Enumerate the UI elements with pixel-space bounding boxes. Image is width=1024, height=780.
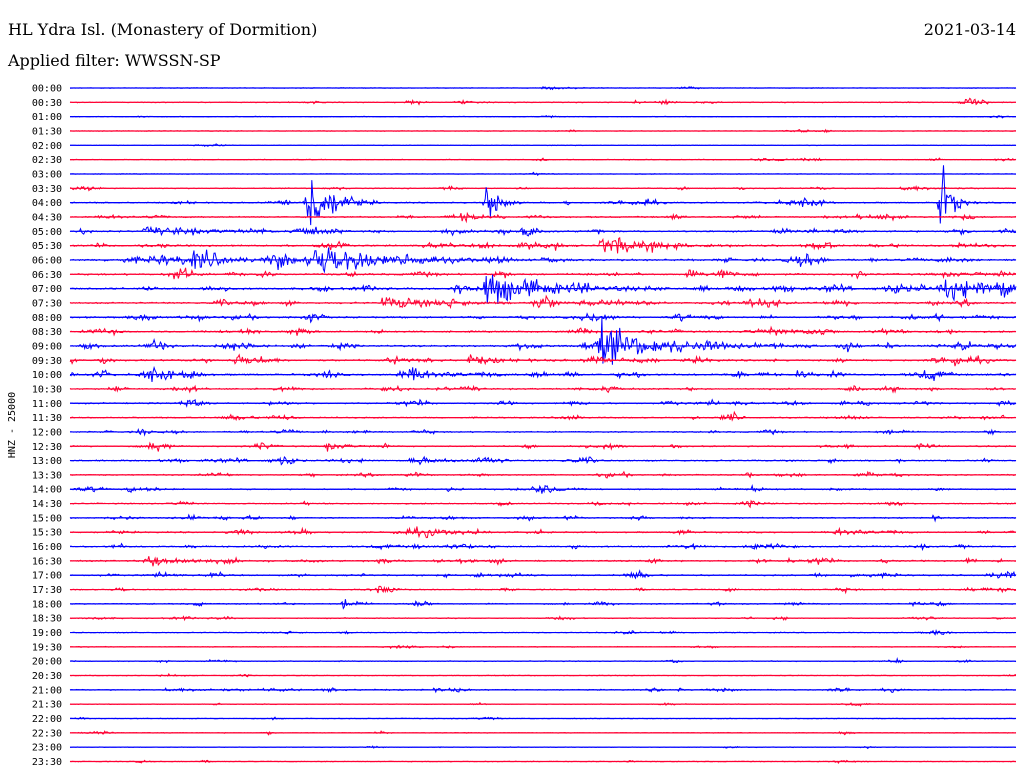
- row-label-1330: 13:30: [32, 470, 62, 481]
- filter-label: Applied filter: WWSSN-SP: [8, 51, 221, 70]
- row-label-1600: 16:00: [32, 542, 62, 553]
- row-label-0730: 07:30: [32, 298, 62, 309]
- row-label-2230: 22:30: [32, 728, 62, 739]
- row-label-0100: 01:00: [32, 112, 62, 123]
- station-title: HL Ydra Isl. (Monastery of Dormition): [8, 20, 318, 39]
- trace-1230: [69, 441, 1017, 452]
- trace-1130: [70, 410, 1017, 422]
- row-label-1530: 15:30: [32, 528, 62, 539]
- row-label-1830: 18:30: [32, 614, 62, 625]
- row-labels: 00:00 00:30 01:00 01:30 02:00 02:30 03:00 03:30…: [32, 84, 62, 769]
- row-label-0430: 04:30: [32, 212, 62, 223]
- trace-1700: [69, 569, 1017, 580]
- row-label-0300: 03:00: [32, 169, 62, 180]
- row-label-1230: 12:30: [32, 442, 62, 453]
- row-label-1400: 14:00: [32, 485, 62, 496]
- row-label-0500: 05:00: [32, 227, 62, 238]
- row-label-0900: 09:00: [32, 341, 62, 352]
- row-label-2100: 21:00: [32, 685, 62, 696]
- row-label-0400: 04:00: [32, 198, 62, 209]
- row-label-0800: 08:00: [32, 313, 62, 324]
- traces: [69, 86, 1017, 765]
- y-axis-label: HNZ - 25000: [7, 392, 18, 458]
- row-label-1500: 15:00: [32, 513, 62, 524]
- row-label-0600: 06:00: [32, 255, 62, 266]
- row-label-1130: 11:30: [32, 413, 62, 424]
- row-label-0230: 02:30: [32, 155, 62, 166]
- row-label-1900: 19:00: [32, 628, 62, 639]
- trace-0900: [69, 317, 1017, 365]
- row-label-1100: 11:00: [32, 399, 62, 410]
- row-label-1730: 17:30: [32, 585, 62, 596]
- row-label-1030: 10:30: [32, 384, 62, 395]
- row-label-2330: 23:30: [32, 757, 62, 768]
- row-label-1200: 12:00: [32, 427, 62, 438]
- row-label-0630: 06:30: [32, 270, 62, 281]
- date-label: 2021-03-14: [923, 20, 1016, 39]
- row-label-0030: 00:30: [32, 98, 62, 109]
- trace-0730: [69, 294, 1017, 310]
- row-label-1430: 14:30: [32, 499, 62, 510]
- row-label-1800: 18:00: [32, 599, 62, 610]
- row-label-0530: 05:30: [32, 241, 62, 252]
- row-label-0200: 02:00: [32, 141, 62, 152]
- row-label-1700: 17:00: [32, 571, 62, 582]
- row-label-1930: 19:30: [32, 642, 62, 653]
- row-label-1000: 10:00: [32, 370, 62, 381]
- trace-0800: [69, 312, 1017, 324]
- row-label-1630: 16:30: [32, 556, 62, 567]
- row-label-0930: 09:30: [32, 356, 62, 367]
- row-label-0330: 03:30: [32, 184, 62, 195]
- row-label-0830: 08:30: [32, 327, 62, 338]
- row-label-0700: 07:00: [32, 284, 62, 295]
- row-label-2200: 22:00: [32, 714, 62, 725]
- row-label-0000: 00:00: [32, 84, 62, 95]
- trace-0030: [69, 97, 1016, 106]
- row-label-2030: 20:30: [32, 671, 62, 682]
- row-label-2300: 23:00: [32, 743, 62, 754]
- row-label-2000: 20:00: [32, 657, 62, 668]
- trace-0630: [69, 267, 1016, 280]
- row-label-1300: 13:00: [32, 456, 62, 467]
- row-label-0130: 01:30: [32, 126, 62, 137]
- row-label-2130: 21:30: [32, 700, 62, 711]
